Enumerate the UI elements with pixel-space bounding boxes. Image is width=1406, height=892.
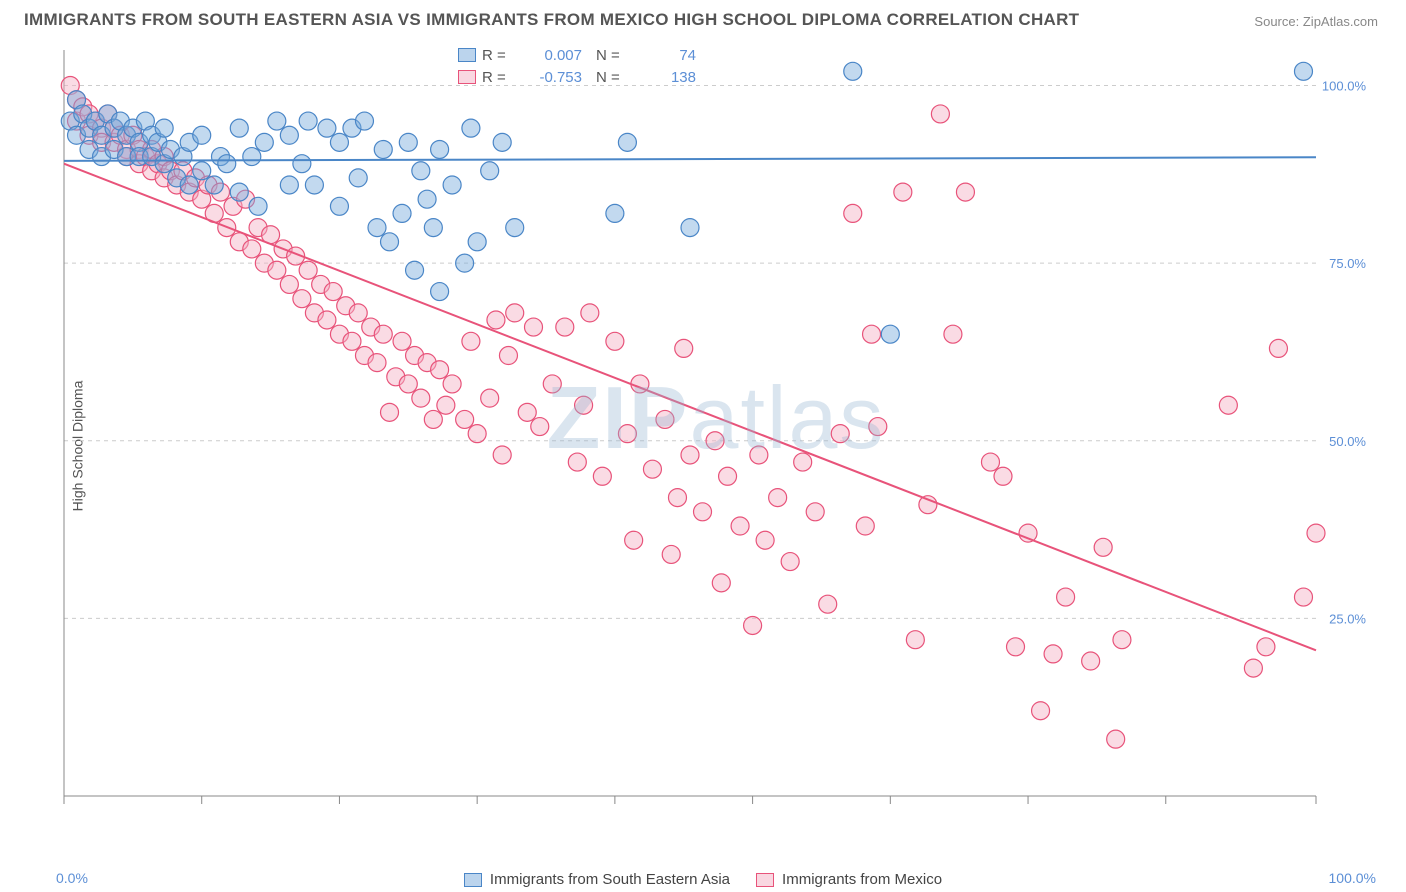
legend-label-mex: Immigrants from Mexico [782,871,942,888]
series-legend: Immigrants from South Eastern Asia Immig… [0,871,1406,888]
n-label: N = [596,69,630,86]
legend-label-sea: Immigrants from South Eastern Asia [490,871,730,888]
source-name: ZipAtlas.com [1303,14,1378,29]
svg-text:25.0%: 25.0% [1329,611,1366,626]
n-label: N = [596,47,630,64]
svg-text:100.0%: 100.0% [1322,79,1367,94]
legend-item-mex: Immigrants from Mexico [756,871,942,888]
source-attribution: Source: ZipAtlas.com [1254,14,1378,29]
n-value-mex: 138 [636,69,696,86]
source-label: Source: [1254,14,1299,29]
swatch-sea-icon [464,873,482,887]
r-label: R = [482,69,516,86]
correlation-legend: R = 0.007 N = 74 R = -0.753 N = 138 [458,44,696,88]
n-value-sea: 74 [636,47,696,64]
svg-text:50.0%: 50.0% [1329,434,1366,449]
r-value-mex: -0.753 [522,69,582,86]
plot-area: 25.0% 50.0% 75.0% 100.0% R = 0.007 N = 74 R… [56,44,1376,824]
r-value-sea: 0.007 [522,47,582,64]
chart-title: IMMIGRANTS FROM SOUTH EASTERN ASIA VS IM… [24,10,1079,30]
swatch-sea [458,48,476,62]
svg-text:75.0%: 75.0% [1329,256,1366,271]
r-label: R = [482,47,516,64]
legend-row-mex: R = -0.753 N = 138 [458,66,696,88]
legend-row-sea: R = 0.007 N = 74 [458,44,696,66]
legend-item-sea: Immigrants from South Eastern Asia [464,871,730,888]
scatter-chart-svg: 25.0% 50.0% 75.0% 100.0% [56,44,1376,824]
swatch-mex [458,70,476,84]
swatch-mex-icon [756,873,774,887]
